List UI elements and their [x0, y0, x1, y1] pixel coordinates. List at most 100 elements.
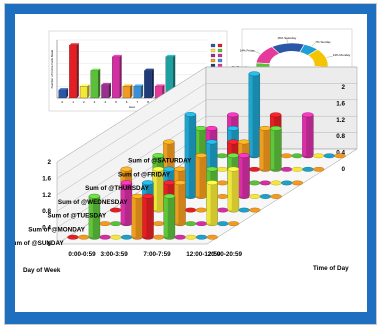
- slice-label: 15% Saturday: [277, 36, 296, 40]
- column-highlight: [302, 114, 307, 156]
- column-highlight: [195, 155, 200, 197]
- column-highlight: [206, 141, 211, 183]
- column-top: [120, 166, 132, 172]
- bar-top: [101, 82, 111, 85]
- floor-marker: [238, 207, 250, 213]
- column-top: [302, 112, 314, 118]
- chart-frame: 012345678910111213HourNumber of Crime Ca…: [4, 3, 377, 325]
- column-highlight: [270, 128, 275, 170]
- y-axis-label: Number of Crime Calls Made: [50, 49, 54, 88]
- slice-label: 14% Monday: [333, 53, 351, 57]
- column-top: [205, 125, 218, 131]
- column-top: [206, 180, 218, 186]
- column-top: [238, 139, 250, 145]
- charts-canvas: 012345678910111213HourNumber of Crime Ca…: [15, 28, 358, 274]
- bar: [79, 86, 88, 99]
- time-tick-label: 12:00-12:59: [186, 251, 221, 258]
- legend-swatch: [210, 63, 216, 68]
- column-top: [206, 139, 218, 145]
- x-tick-label: 3: [94, 100, 96, 104]
- column-highlight: [142, 196, 147, 238]
- floor-marker: [216, 194, 229, 199]
- series-label: Sum of @FRIDAY: [118, 171, 171, 178]
- z-tick-left: 0: [47, 241, 51, 248]
- column-top: [259, 125, 271, 131]
- column-highlight: [206, 182, 211, 224]
- bar-top: [165, 54, 176, 57]
- bar-top: [122, 84, 133, 87]
- legend-swatch: [217, 58, 223, 63]
- floor-marker: [99, 221, 111, 227]
- legend-swatch: [210, 43, 216, 48]
- x-tick-label: 0: [62, 100, 64, 104]
- floor-marker: [67, 234, 79, 240]
- column-highlight: [163, 196, 168, 238]
- bar: [101, 84, 110, 99]
- column-top: [238, 153, 250, 158]
- column-highlight: [238, 155, 243, 197]
- floor-marker: [291, 180, 304, 186]
- x-tick-label: 7: [137, 100, 139, 104]
- slice-leader-line: [254, 51, 261, 54]
- floor-marker: [249, 207, 261, 213]
- floor-marker: [291, 166, 303, 172]
- floor-marker: [109, 207, 122, 213]
- floor-marker: [152, 221, 165, 227]
- column-top: [174, 180, 186, 186]
- bar: [122, 86, 131, 99]
- time-tick-label: 7:00-7:59: [143, 251, 171, 258]
- floor-marker: [259, 180, 271, 186]
- column-top: [227, 166, 240, 172]
- bar-side: [119, 54, 122, 98]
- floor-marker: [195, 207, 207, 213]
- floor-marker: [99, 234, 111, 240]
- bar-top: [80, 84, 90, 87]
- floor-marker: [195, 221, 208, 227]
- legend-swatch: [217, 63, 223, 68]
- bar-top: [112, 54, 122, 57]
- bar: [133, 86, 142, 99]
- x-tick-label: 4: [104, 100, 106, 104]
- x-tick-label: 6: [126, 100, 128, 104]
- column-top: [163, 139, 175, 145]
- column-highlight: [88, 196, 93, 238]
- column-top: [88, 193, 101, 199]
- column-highlight: [248, 73, 253, 156]
- floor-marker: [249, 194, 261, 199]
- floor-marker: [185, 221, 197, 227]
- legend-swatch: [217, 48, 223, 53]
- legend-swatch: [210, 48, 216, 53]
- z-gridline: [56, 83, 357, 179]
- column-top: [195, 153, 207, 158]
- floor-marker: [110, 221, 122, 227]
- column-highlight: [184, 114, 189, 197]
- column-top: [163, 193, 176, 199]
- bar-side: [98, 68, 101, 98]
- floor-marker: [270, 194, 282, 199]
- y-axis-title: Day of Week: [23, 267, 61, 274]
- floor-marker: [323, 153, 335, 159]
- slice-label: 7% Sunday: [315, 40, 331, 44]
- bar-top: [133, 84, 144, 87]
- z-tick-left: 0.8: [42, 208, 51, 215]
- floor-marker: [217, 221, 229, 227]
- time-tick-label: 20:00-20:59: [208, 251, 243, 258]
- column-highlight: [152, 169, 157, 211]
- column-top: [227, 139, 239, 145]
- floor-marker: [120, 234, 133, 240]
- z-gridline: [56, 99, 357, 196]
- column-highlight: [131, 196, 136, 238]
- chart-panel: 012345678910111213HourNumber of Crime Ca…: [15, 14, 367, 312]
- x-tick-label: 1: [72, 100, 74, 104]
- floor-marker: [334, 153, 346, 159]
- column-top: [120, 180, 133, 186]
- slice-leader-line: [286, 38, 288, 43]
- column-top: [227, 153, 239, 158]
- column-top: [248, 71, 260, 77]
- z-tick-left: 1.6: [42, 175, 51, 182]
- column-top: [195, 125, 207, 131]
- z-tick-right: 0.8: [336, 133, 345, 140]
- floor-marker: [216, 180, 229, 186]
- floor-marker: [195, 234, 208, 240]
- x-axis-title: Time of Day: [313, 265, 349, 272]
